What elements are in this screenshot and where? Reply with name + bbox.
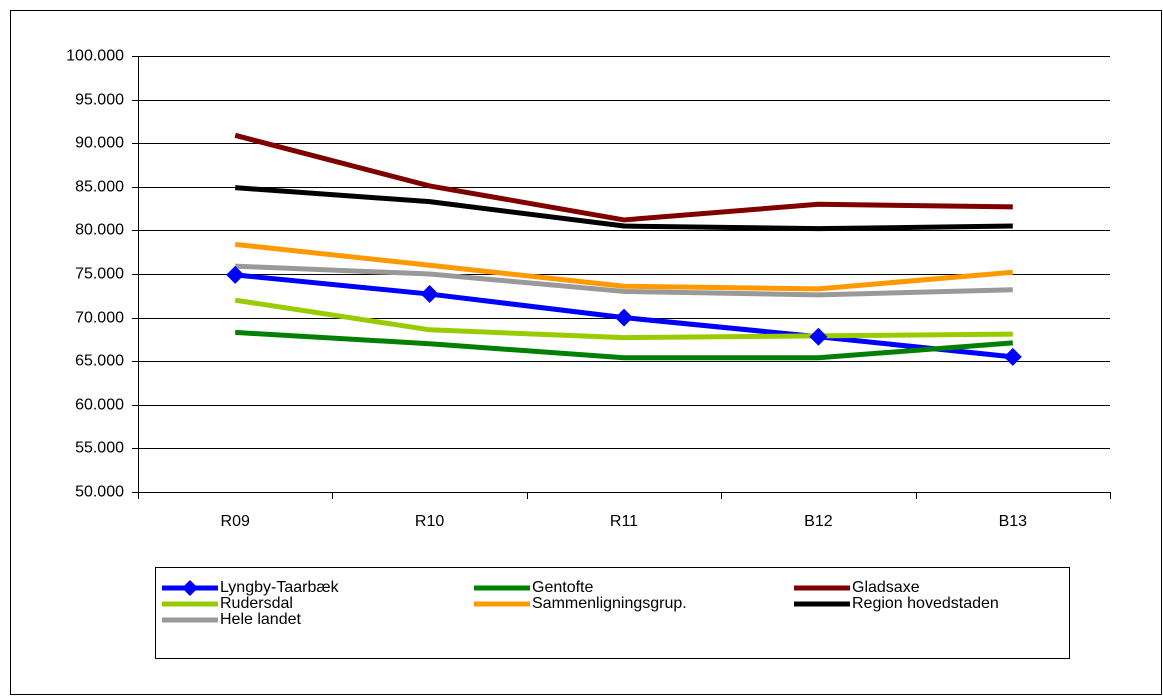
- point-marker: [226, 265, 245, 284]
- legend-box: [155, 567, 1070, 659]
- y-tick-label: 65.000: [75, 353, 124, 370]
- legend-marker: [182, 580, 198, 596]
- y-tick-label: 60.000: [75, 397, 124, 414]
- x-tick-label: B12: [804, 513, 833, 530]
- y-tick-label: 70.000: [75, 310, 124, 327]
- legend-label: Lyngby-Taarbæk: [220, 579, 340, 596]
- y-tick-label: 50.000: [75, 484, 124, 501]
- series-line: [234, 297, 1013, 341]
- point-marker: [420, 285, 439, 304]
- y-tick-label: 85.000: [75, 179, 124, 196]
- y-tick-label: 90.000: [75, 135, 124, 152]
- x-tick-label: R10: [415, 513, 444, 530]
- series-line: [235, 263, 1013, 298]
- legend-label: Hele landet: [220, 611, 302, 628]
- legend-label: Region hovedstaden: [852, 595, 999, 612]
- legend-label: Gladsaxe: [852, 579, 920, 596]
- x-tick-label: R09: [221, 513, 250, 530]
- legend-label: Sammenligningsgrup.: [532, 595, 687, 612]
- y-tick-label: 100.000: [66, 48, 124, 65]
- point-marker: [615, 308, 633, 327]
- series-line: [234, 132, 1013, 223]
- y-tick-label: 80.000: [75, 222, 124, 239]
- x-tick-label: R11: [610, 513, 638, 530]
- x-tick-label: B13: [999, 513, 1028, 530]
- y-tick-label: 95.000: [75, 92, 124, 109]
- y-tick-label: 55.000: [75, 440, 124, 457]
- legend-label: Rudersdal: [220, 595, 293, 612]
- point-marker: [809, 327, 828, 346]
- series-line: [235, 329, 1013, 361]
- series-line: [234, 241, 1014, 292]
- series-line: [235, 185, 1013, 232]
- legend-label: Gentofte: [532, 579, 593, 596]
- y-tick-label: 75.000: [75, 266, 124, 283]
- point-marker: [1003, 347, 1022, 366]
